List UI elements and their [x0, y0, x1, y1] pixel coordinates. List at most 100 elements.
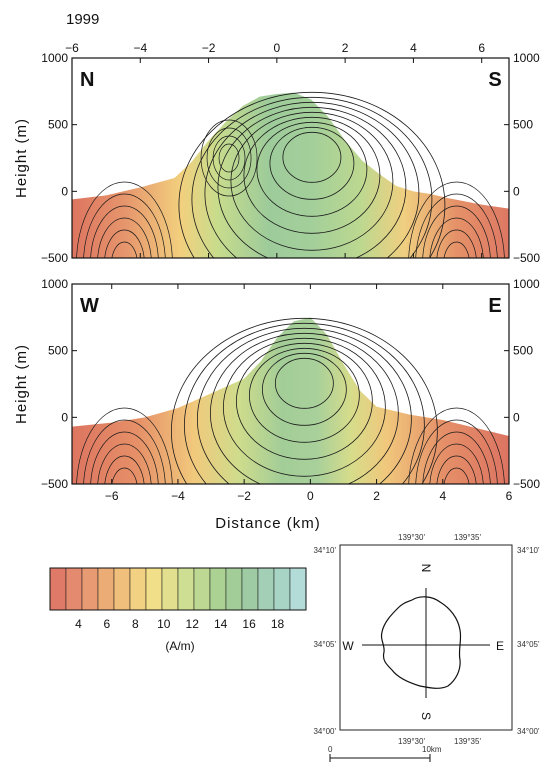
colorbar-cell [241, 567, 259, 611]
colorbar-cells [49, 567, 307, 611]
map-south-label: S [419, 712, 433, 720]
map-west-label: W [342, 639, 354, 653]
ns-contour-4 [243, 116, 381, 234]
island-outline [380, 596, 462, 689]
colorbar-cell [129, 567, 147, 611]
we-edge-contour-1-6 [408, 407, 505, 484]
we-edge-contour-0-5 [83, 419, 166, 484]
we-edge-contour-1-2 [436, 455, 477, 484]
we-y-tick-label-left: −500 [41, 477, 68, 491]
ns-edge-contour-1-2 [436, 229, 477, 258]
colorbar-tick-label: 12 [186, 617, 200, 631]
ns-x-tick-label: 0 [274, 41, 281, 55]
map-left-lat-1: 34°10' [313, 546, 336, 555]
ns-y-tick-label-right: 0 [513, 184, 520, 198]
we-x-tick-label: −2 [237, 489, 251, 503]
we-plot-frame [71, 283, 510, 485]
ns-y-tick-label-left: 0 [61, 184, 68, 198]
ns-secondary-contour-2 [212, 135, 246, 181]
we-x-axis-title: Distance (km) [215, 515, 321, 532]
colorbar: 4 6 8 10 12 14 16 18 (A/m) [49, 567, 307, 653]
we-section-surface [72, 317, 509, 484]
ns-contour-9 [178, 91, 446, 258]
we-contour-7 [196, 327, 412, 484]
ns-start-label: N [80, 69, 94, 91]
map-bottom-lon-1: 139°30' [398, 737, 425, 746]
we-contour-5 [222, 337, 386, 477]
we-edge-contour-1-1 [443, 467, 470, 484]
ns-edge-contour-1-1 [443, 241, 470, 258]
ns-edge-contour-0-6 [76, 181, 173, 258]
ns-edge-contour-0-3 [97, 217, 152, 258]
colorbar-cell [113, 567, 131, 611]
ns-contour-7 [204, 101, 420, 258]
we-y-tick-label-left: 0 [61, 410, 68, 424]
ns-axis-ticks: −6 −4 −2 0 2 4 6 −500 −500 0 0 500 500 1000 1000 [41, 41, 540, 265]
ns-x-tick-label: −2 [202, 41, 216, 55]
we-y-axis-title: Height (m) [13, 344, 30, 424]
panel-ns: −6 −4 −2 0 2 4 6 −500 −500 0 0 500 500 1000 1000 N S H… [13, 41, 540, 265]
ns-edge-contour-1-5 [415, 193, 498, 258]
we-contour-1 [274, 357, 334, 409]
ns-contour-3 [256, 121, 368, 217]
ns-contour-6 [217, 106, 407, 258]
ns-edge-contour-0-2 [104, 229, 145, 258]
we-y-tick-label-right: 1000 [513, 277, 540, 291]
map-top-lon-1: 139°30' [398, 533, 425, 542]
ns-edge-contour-1-4 [422, 205, 491, 258]
we-y-tick-label-right: −500 [513, 477, 540, 491]
map-north-label: N [419, 564, 433, 573]
map-left-lat-2: 34°05' [313, 640, 336, 649]
colorbar-tick-label: 4 [75, 617, 82, 631]
ns-y-tick-label-right: −500 [513, 251, 540, 265]
colorbar-cell [209, 567, 227, 611]
colorbar-tick-label: 6 [104, 617, 111, 631]
colorbar-tick-label: 18 [271, 617, 285, 631]
ns-y-axis-title: Height (m) [13, 118, 30, 198]
we-x-tick-label: −4 [171, 489, 185, 503]
we-contour-6 [209, 332, 399, 484]
we-contour-lines [76, 317, 505, 484]
year-title: 1999 [66, 11, 99, 28]
ns-edge-contour-0-4 [90, 205, 159, 258]
we-y-tick-label-left: 500 [48, 344, 68, 358]
ns-section-surface [72, 92, 509, 258]
map-right-lat-2: 34°05' [517, 640, 540, 649]
we-contour-3 [248, 347, 360, 443]
colorbar-tick-labels: 4 6 8 10 12 14 16 18 [75, 617, 284, 631]
we-x-tick-label: 6 [506, 489, 513, 503]
colorbar-cell [145, 567, 163, 611]
map-left-lat-3: 34°00' [313, 727, 336, 736]
ns-edge-contour-1-6 [408, 181, 505, 258]
colorbar-cell [177, 567, 195, 611]
we-edge-contour-1-4 [422, 431, 491, 484]
colorbar-cell [97, 567, 115, 611]
we-edge-contour-0-1 [111, 467, 138, 484]
map-scale-start-label: 0 [328, 745, 333, 754]
we-edge-contour-0-6 [76, 407, 173, 484]
ns-y-tick-label-left: 1000 [41, 51, 68, 65]
map-bottom-lon-2: 139°35' [454, 737, 481, 746]
map-scale-end-label: 10km [422, 745, 442, 754]
ns-contour-8 [191, 96, 433, 258]
ns-y-tick-label-right: 1000 [513, 51, 540, 65]
ns-secondary-contour-4 [200, 119, 258, 197]
we-y-tick-label-left: 1000 [41, 277, 68, 291]
colorbar-cell [257, 567, 275, 611]
we-edge-contour-1-3 [429, 443, 484, 484]
colorbar-tick-label: 16 [242, 617, 256, 631]
ns-secondary-contour-1 [218, 143, 240, 173]
ns-y-tick-label-left: 500 [48, 118, 68, 132]
ns-contour-lines [76, 91, 505, 258]
ns-contour-1 [282, 131, 342, 183]
colorbar-tick-label: 14 [214, 617, 228, 631]
we-y-tick-label-right: 500 [513, 344, 533, 358]
colorbar-tick-label: 8 [132, 617, 139, 631]
colorbar-cell [81, 567, 99, 611]
map-top-lon-2: 139°35' [454, 533, 481, 542]
colorbar-tick-label: 10 [157, 617, 171, 631]
ns-x-tick-label: −6 [65, 41, 79, 55]
